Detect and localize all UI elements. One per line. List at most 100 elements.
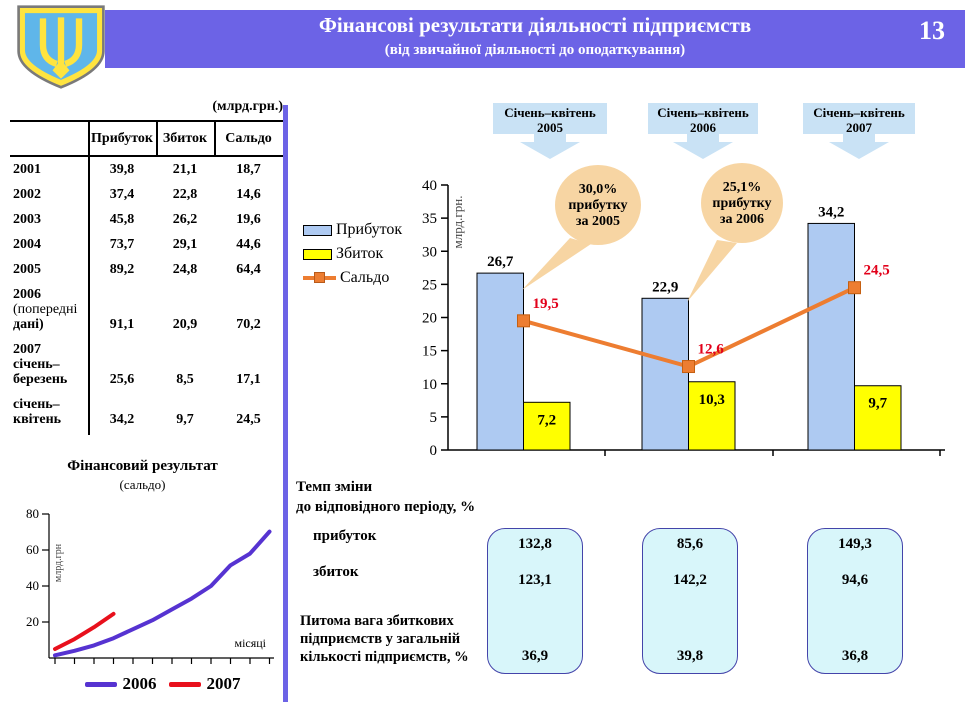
cell-value: 37,4 [109,187,135,202]
cell-value: 34,2 [109,412,135,427]
profit-bar [807,222,855,451]
header-bar: Фінансові результати діяльності підприєм… [105,10,965,68]
page-title: Фінансові результати діяльності підприєм… [318,13,752,37]
period-header-line1: Січень–квітень [813,105,905,120]
column-header-saldo: Сальдо [225,130,272,146]
y-tick-label: 0 [430,443,438,459]
tempo-row-label-loss: збиток [313,564,359,580]
callout-text: 30,0% [579,182,618,197]
sald-value-label: 24,5 [864,263,890,279]
series-line-2006 [53,529,272,658]
period-header-line2: 2006 [690,120,716,135]
period-header-line2: 2005 [537,120,563,135]
tempo-profit-2007: 149,3 [838,536,872,552]
sald-chart-title: Фінансовий результат [67,458,218,474]
period-header-2007: Січень–квітень 2007 [803,103,915,135]
cell-value: 26,2 [172,212,198,227]
cell-value: 70,2 [236,317,261,332]
y-tick-label: 5 [430,410,438,426]
y-tick-label: 80 [26,506,39,521]
table-row: 2003 45,8 26,2 19,6 [10,207,283,232]
cell-value: 24,8 [172,262,198,277]
callout-text: за 2006 [720,212,764,227]
cell-value: 21,1 [172,162,198,177]
tempo-box-2006: 85,6 142,2 39,8 [642,528,738,674]
cell-value: 45,8 [109,212,135,227]
cell-value: 9,7 [176,412,194,427]
table-divider-2 [156,122,158,155]
loss-bar [688,381,736,451]
y-tick-label: 35 [422,211,437,227]
cell-value: 89,2 [109,262,135,277]
table-row: 2002 37,4 22,8 14,6 [10,182,283,207]
column-header-profit: Прибуток [91,130,153,146]
y-tick-label: 30 [422,244,437,260]
vertical-divider [283,105,288,702]
cell-value: 14,6 [236,187,261,202]
line-swatch-2006 [84,681,117,687]
tempo-loss-2007: 94,6 [841,572,869,588]
legend-item-2007: 2007 [168,674,241,694]
callout-text: за 2005 [576,214,620,229]
sald-line-chart: 20 40 60 80 млрд.грн місяці [26,506,274,664]
callout-text: 25,1% [723,180,762,195]
tempo-profit-2006: 85,6 [676,536,704,552]
cell-value: 24,5 [236,412,261,427]
row-label: 2005 [13,262,41,277]
page-subtitle: (від звичайної діяльності до оподаткуван… [384,42,686,58]
y-tick-label: 20 [26,614,39,629]
down-arrow-icon [673,133,733,159]
bar-value-label: 26,7 [487,254,514,270]
legend-item-2006: 2006 [84,674,157,694]
cell-value: 91,1 [109,317,135,332]
y-tick-label: 40 [26,578,39,593]
period-header-line2: 2007 [846,120,872,135]
y-tick-label: 10 [422,377,437,393]
row-label: 2007 січень– березень [13,342,68,387]
table-divider-3 [214,122,216,155]
coat-of-arms-icon [17,5,105,89]
period-header-line1: Січень–квітень [657,105,749,120]
period-header-2006: Січень–квітень 2006 [648,103,758,135]
bar-value-label: 10,3 [699,392,725,408]
page-number: 13 [919,16,945,45]
row-label: 2003 [13,212,41,227]
tempo-box-2005: 132,8 123,1 36,9 [487,528,583,674]
share-label: Питома вага збиткових підприємств у зага… [300,613,469,665]
profit-bar [641,297,689,451]
legend-label-profit: Прибуток [336,221,403,238]
cell-value: 17,1 [236,372,261,387]
callout-bubble [701,163,783,243]
cell-value: 73,7 [109,237,135,252]
cell-value: 18,7 [236,162,261,177]
cell-value: 39,8 [109,162,135,177]
table-row: 2006 (попередні дані) 91,1 20,9 70,2 [10,282,283,337]
table-divider-1 [88,122,90,435]
loss-bar [523,401,571,451]
bar-swatch-profit [303,224,332,236]
row-label: 2002 [13,187,41,202]
sald-chart-legend: 2006 2007 [50,674,275,694]
y-tick-label: 15 [422,344,437,360]
tempo-share-2005: 36,9 [521,648,549,664]
y-tick-label: 25 [422,277,437,293]
callout-text: прибутку [568,198,627,213]
units-label: (млрд.грн.) [212,99,283,114]
bar-value-label: 34,2 [818,204,844,220]
table-row: 2004 73,7 29,1 44,6 [10,232,283,257]
bar-value-label: 7,2 [537,412,556,428]
profit-bar [476,272,524,451]
bar-value-label: 22,9 [652,279,678,295]
callout-tail [522,238,591,290]
cell-value: 64,4 [236,262,261,277]
row-label: січень– квітень [13,397,62,427]
y-tick-label: 20 [422,311,437,327]
tempo-box-2007: 149,3 94,6 36,8 [807,528,903,674]
row-label: 2006 (попередні дані) [13,287,78,332]
row-label: 2001 [13,162,41,177]
legend-item-saldo: Сальдо [303,266,453,290]
tempo-share-2006: 39,8 [676,648,704,664]
tempo-profit-2005: 132,8 [518,536,552,552]
series-line-2007 [53,611,116,651]
legend-label-2007: 2007 [206,674,241,693]
